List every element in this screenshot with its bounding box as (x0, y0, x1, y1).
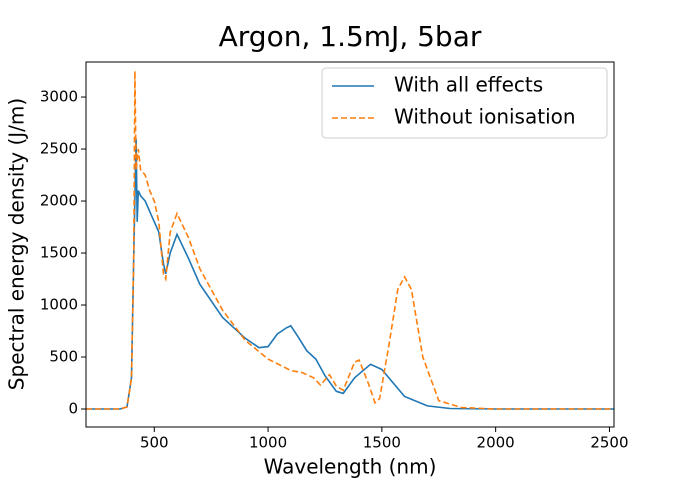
x-tick-label: 1000 (249, 434, 287, 452)
y-tick-label: 2500 (40, 140, 78, 158)
y-tick-label: 500 (49, 348, 78, 366)
y-tick-label: 0 (68, 400, 78, 418)
legend-box (321, 67, 608, 139)
x-tick-label: 2000 (477, 434, 515, 452)
line-series (86, 138, 614, 410)
legend-label: Without ionisation (394, 105, 576, 129)
chart-title: Argon, 1.5mJ, 5bar (219, 20, 482, 53)
y-tick-label: 1000 (40, 296, 78, 314)
y-axis-label: Spectral energy density (J/m) (5, 98, 29, 390)
plot-area (86, 70, 614, 410)
line-series (86, 70, 614, 410)
y-tick-label: 3000 (40, 88, 78, 106)
axes-frame (85, 61, 615, 428)
x-axis-label: Wavelength (nm) (264, 455, 437, 479)
x-tick-label: 2500 (590, 434, 628, 452)
x-tick-label: 500 (140, 434, 169, 452)
y-tick-label: 1500 (40, 244, 78, 262)
y-tick-label: 2000 (40, 192, 78, 210)
legend-label: With all effects (394, 73, 543, 97)
x-tick-label: 1500 (363, 434, 401, 452)
